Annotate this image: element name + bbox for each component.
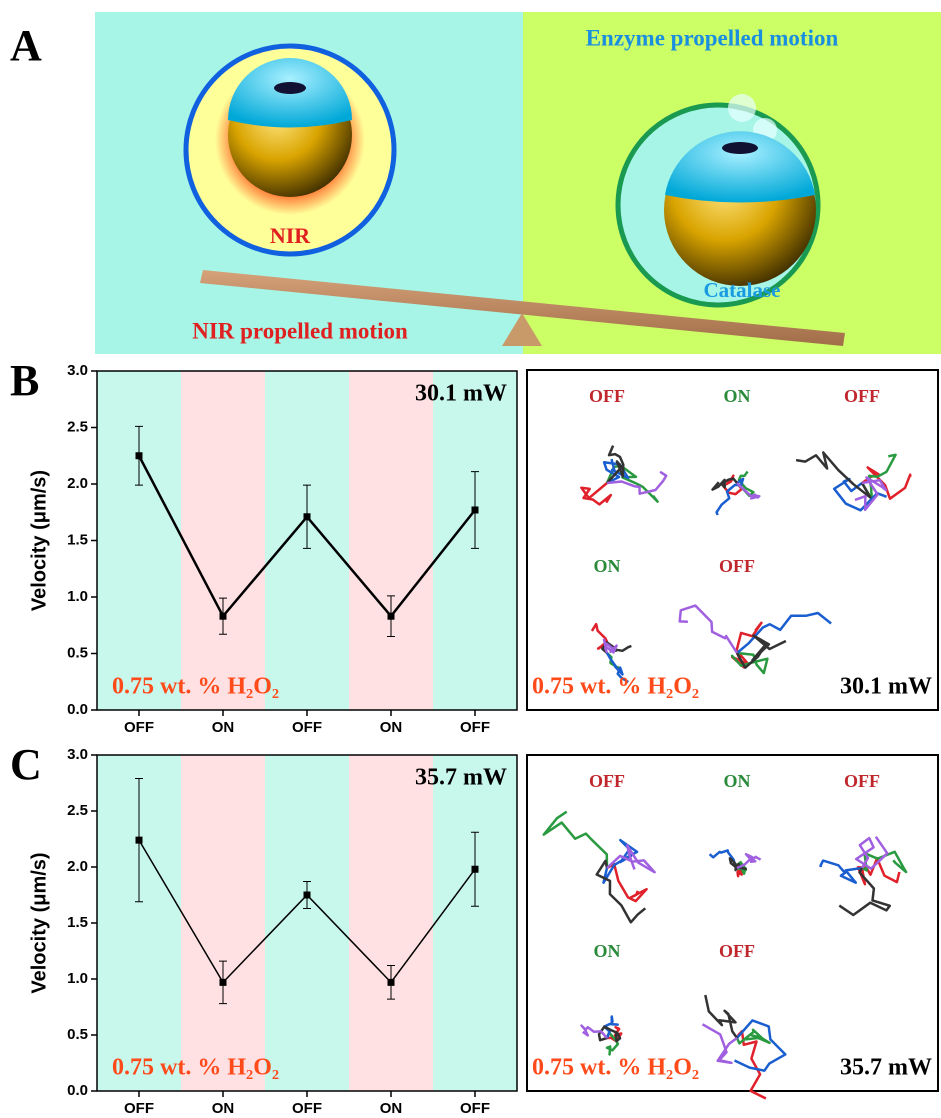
panel-letter: C xyxy=(10,740,42,789)
annotation: 0.75 wt. % H₂O₂ xyxy=(532,1055,699,1081)
y-tick-label: 1.5 xyxy=(67,531,88,548)
y-tick-label: 0.0 xyxy=(67,1082,88,1099)
hole xyxy=(722,142,758,154)
band xyxy=(97,371,181,710)
state-label: ON xyxy=(594,556,621,576)
y-tick-label: 1.0 xyxy=(67,970,88,987)
annotation: 0.75 wt. % H₂O₂ xyxy=(112,1055,279,1081)
state-label: OFF xyxy=(844,386,880,406)
state-label: OFF xyxy=(589,771,625,791)
x-tick-label: OFF xyxy=(460,1100,490,1117)
marker xyxy=(304,892,311,899)
state-label: OFF xyxy=(719,556,755,576)
marker xyxy=(304,513,311,520)
marker xyxy=(136,837,143,844)
annotation: 30.1 mW xyxy=(415,381,507,407)
marker xyxy=(472,506,479,513)
panel-letter: B xyxy=(10,356,39,405)
marker xyxy=(220,979,227,986)
y-tick-label: 3.0 xyxy=(67,362,88,379)
bubble xyxy=(728,94,756,122)
trajectory-box xyxy=(527,370,938,710)
annotation: 0.75 wt. % H₂O₂ xyxy=(112,674,279,700)
y-axis-label: Velocity (μm/s) xyxy=(28,470,50,611)
catalase-label: Catalase xyxy=(704,278,781,302)
x-tick-label: ON xyxy=(380,1100,403,1117)
annotation: 35.7 mW xyxy=(840,1055,932,1081)
y-tick-label: 2.0 xyxy=(67,475,88,492)
band xyxy=(265,755,349,1091)
y-tick-label: 1.0 xyxy=(67,588,88,605)
hole xyxy=(274,82,306,94)
panel-letter: A xyxy=(10,21,42,70)
band xyxy=(433,755,517,1091)
y-tick-label: 3.0 xyxy=(67,746,88,763)
band xyxy=(181,755,265,1091)
marker xyxy=(472,866,479,873)
marker xyxy=(220,613,227,620)
x-tick-label: ON xyxy=(212,719,235,736)
state-label: OFF xyxy=(844,771,880,791)
x-tick-label: OFF xyxy=(124,1100,154,1117)
annotation: 35.7 mW xyxy=(415,765,507,791)
x-tick-label: ON xyxy=(380,719,403,736)
annotation: 0.75 wt. % H₂O₂ xyxy=(532,674,699,700)
y-tick-label: 0.5 xyxy=(67,1026,88,1043)
marker xyxy=(136,452,143,459)
x-tick-label: OFF xyxy=(292,1100,322,1117)
y-axis-label: Velocity (μm/s) xyxy=(28,852,50,993)
x-tick-label: OFF xyxy=(460,719,490,736)
state-label: OFF xyxy=(719,941,755,961)
state-label: ON xyxy=(594,941,621,961)
marker xyxy=(388,979,395,986)
y-tick-label: 2.0 xyxy=(67,858,88,875)
band xyxy=(349,371,433,710)
figure: A NIR Enzyme propelled motion Catalase N… xyxy=(0,0,941,1118)
y-tick-label: 2.5 xyxy=(67,418,88,435)
state-label: OFF xyxy=(589,386,625,406)
annotation: 30.1 mW xyxy=(840,674,932,700)
band xyxy=(181,371,265,710)
band xyxy=(349,755,433,1091)
panel-a: A NIR Enzyme propelled motion Catalase N… xyxy=(10,12,941,354)
state-label: ON xyxy=(724,386,751,406)
y-tick-label: 2.5 xyxy=(67,802,88,819)
title: NIR propelled motion xyxy=(192,318,408,343)
title: Enzyme propelled motion xyxy=(586,25,839,50)
y-tick-label: 0.5 xyxy=(67,644,88,661)
x-tick-label: ON xyxy=(212,1100,235,1117)
y-tick-label: 1.5 xyxy=(67,914,88,931)
state-label: ON xyxy=(724,771,751,791)
y-tick-label: 0.0 xyxy=(67,701,88,718)
x-tick-label: OFF xyxy=(292,719,322,736)
x-tick-label: OFF xyxy=(124,719,154,736)
marker xyxy=(388,613,395,620)
nir-label: NIR xyxy=(270,223,311,248)
